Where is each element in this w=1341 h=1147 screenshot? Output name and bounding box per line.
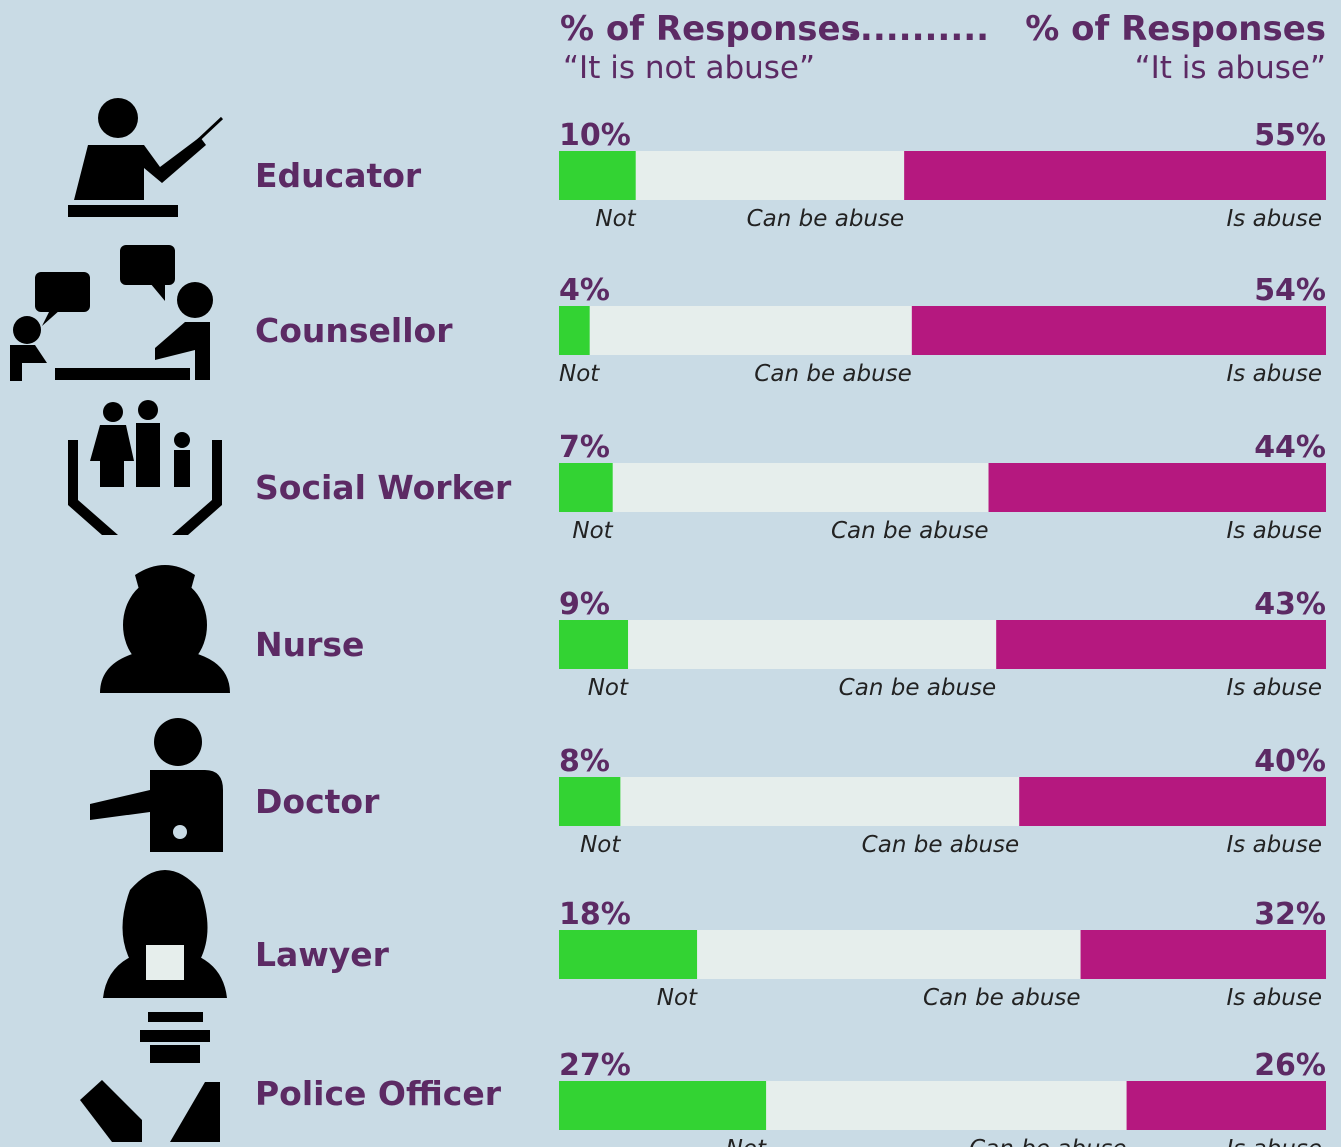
header-left-subtitle: “It is not abuse”	[563, 50, 815, 86]
bar-is-abuse	[996, 620, 1326, 669]
value-label: 8%	[559, 744, 610, 779]
value-label: 43%	[1254, 587, 1326, 622]
value-label: 18%	[559, 897, 631, 932]
category-label: Educator	[255, 156, 422, 195]
can-be-abuse-label: Can be abuse	[839, 675, 997, 701]
value-label: 55%	[1254, 118, 1326, 153]
bar-not	[559, 151, 636, 200]
nurse-icon	[100, 565, 230, 693]
is-abuse-label: Is abuse	[1227, 985, 1322, 1011]
can-be-abuse-label: Can be abuse	[747, 206, 905, 232]
value-label: 4%	[559, 273, 610, 308]
bar-is-abuse	[988, 463, 1326, 512]
not-label: Not	[595, 206, 636, 232]
is-abuse-label: Is abuse	[1227, 361, 1322, 387]
is-abuse-label: Is abuse	[1227, 1136, 1322, 1147]
not-label: Not	[726, 1136, 767, 1147]
can-be-abuse-label: Can be abuse	[923, 985, 1081, 1011]
category-label: Counsellor	[255, 311, 453, 350]
bar-not	[559, 306, 590, 355]
is-abuse-label: Is abuse	[1227, 206, 1322, 232]
police-icon	[80, 1012, 220, 1142]
is-abuse-label: Is abuse	[1227, 675, 1322, 701]
not-label: Not	[588, 675, 629, 701]
header-right-subtitle: “It is abuse”	[1135, 50, 1326, 86]
doctor-icon	[90, 718, 223, 852]
category-label: Lawyer	[255, 935, 390, 974]
can-be-abuse-label: Can be abuse	[831, 518, 989, 544]
bar-not	[559, 620, 629, 669]
value-label: 7%	[559, 430, 610, 465]
category-label: Nurse	[255, 625, 364, 664]
header-left-title: % of Responses	[560, 9, 861, 49]
bar-is-abuse	[911, 306, 1326, 355]
not-label: Not	[559, 361, 600, 387]
not-label: Not	[580, 832, 621, 858]
value-label: 10%	[559, 118, 631, 153]
not-label: Not	[572, 518, 613, 544]
value-label: 26%	[1254, 1048, 1326, 1083]
bar-not	[559, 930, 698, 979]
category-label: Doctor	[255, 782, 380, 821]
bar-is-abuse	[1080, 930, 1326, 979]
can-be-abuse-label: Can be abuse	[969, 1136, 1127, 1147]
bar-is-abuse	[1126, 1081, 1326, 1130]
social-worker-icon	[68, 400, 222, 535]
value-label: 40%	[1254, 744, 1326, 779]
header-right-title: % of Responses	[1025, 9, 1326, 49]
bar-not	[559, 1081, 767, 1130]
bar-not	[559, 777, 621, 826]
is-abuse-label: Is abuse	[1227, 832, 1322, 858]
category-label: Social Worker	[255, 468, 512, 507]
value-label: 9%	[559, 587, 610, 622]
value-label: 54%	[1254, 273, 1326, 308]
icons	[10, 98, 230, 1142]
lawyer-icon	[103, 870, 227, 998]
counsellor-icon	[10, 245, 213, 381]
can-be-abuse-label: Can be abuse	[754, 361, 912, 387]
can-be-abuse-label: Can be abuse	[862, 832, 1020, 858]
bar-not	[559, 463, 613, 512]
educator-icon	[68, 98, 224, 217]
bar-is-abuse	[904, 151, 1326, 200]
value-label: 44%	[1254, 430, 1326, 465]
is-abuse-label: Is abuse	[1227, 518, 1322, 544]
value-label: 27%	[559, 1048, 631, 1083]
category-label: Police Officer	[255, 1074, 502, 1113]
header-dots: ...........	[847, 9, 989, 49]
value-label: 32%	[1254, 897, 1326, 932]
not-label: Not	[657, 985, 698, 1011]
bar-is-abuse	[1019, 777, 1326, 826]
